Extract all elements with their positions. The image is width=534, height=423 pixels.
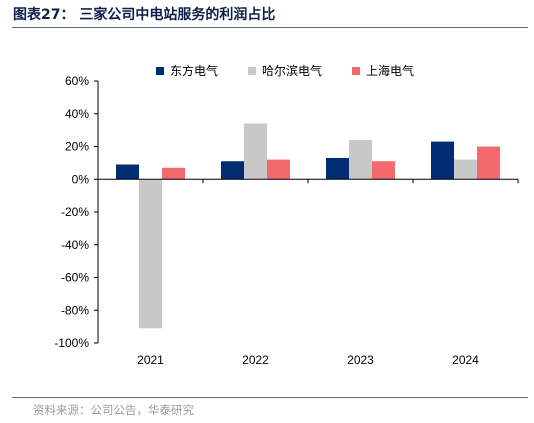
figure-title: 图表27： 三家公司中电站服务的利润占比 [13, 7, 276, 23]
x-tick-label: 2023 [347, 353, 374, 367]
y-tick-label: -60% [61, 271, 89, 285]
chart-legend: 东方电气 哈尔滨电气 上海电气 [156, 62, 414, 79]
bar-2022-series-1 [244, 123, 267, 180]
y-tick-label: -100% [54, 336, 89, 350]
y-tick-label: -20% [61, 205, 89, 219]
bar-2023-series-0 [326, 157, 349, 180]
bar-2024-series-2 [477, 146, 500, 180]
y-tick-label: -40% [61, 238, 89, 252]
y-tick-label: 40% [65, 107, 89, 121]
legend-item-dongfang: 东方电气 [156, 62, 218, 79]
source-note: 资料来源：公司公告，华泰研究 [33, 403, 194, 417]
source-divider [12, 397, 528, 398]
legend-item-harbin: 哈尔滨电气 [248, 62, 322, 79]
bar-2022-series-2 [267, 159, 290, 180]
bar-2021-series-2 [162, 167, 185, 180]
bar-2022-series-0 [221, 161, 244, 180]
bar-2023-series-1 [349, 139, 372, 180]
y-tick-label: 60% [65, 74, 89, 88]
title-divider [12, 27, 528, 28]
bar-2021-series-0 [116, 164, 139, 180]
legend-label-shanghai: 上海电气 [366, 64, 415, 78]
x-tick-label: 2022 [242, 353, 269, 367]
y-tick-label: 0% [72, 172, 90, 186]
bar-2023-series-2 [372, 161, 395, 180]
y-tick-label: 20% [65, 140, 89, 154]
x-tick-label: 2024 [452, 353, 479, 367]
y-tick-label: -80% [61, 303, 89, 317]
legend-label-dongfang: 东方电气 [170, 64, 219, 78]
legend-item-shanghai: 上海电气 [352, 62, 414, 79]
bar-2024-series-1 [454, 159, 477, 180]
legend-label-harbin: 哈尔滨电气 [262, 64, 323, 78]
bar-2021-series-1 [139, 179, 162, 329]
x-tick-label: 2021 [137, 353, 164, 367]
legend-swatch-shanghai [352, 66, 361, 75]
legend-swatch-dongfang [156, 66, 164, 75]
legend-swatch-harbin [248, 66, 257, 75]
bar-2024-series-0 [431, 141, 454, 180]
